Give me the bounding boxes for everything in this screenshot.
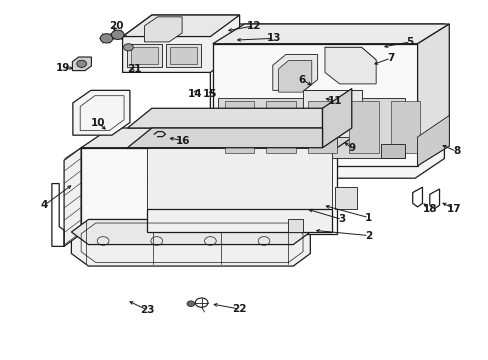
Polygon shape: [417, 116, 448, 166]
Polygon shape: [127, 128, 322, 148]
Polygon shape: [380, 144, 405, 158]
Polygon shape: [147, 209, 331, 232]
Polygon shape: [64, 148, 81, 246]
Polygon shape: [71, 220, 310, 266]
Polygon shape: [217, 98, 405, 158]
Polygon shape: [307, 101, 336, 153]
Text: 20: 20: [109, 21, 124, 31]
Polygon shape: [212, 44, 417, 166]
Text: 16: 16: [176, 136, 190, 145]
Polygon shape: [278, 60, 311, 92]
Polygon shape: [81, 128, 336, 148]
Polygon shape: [325, 47, 375, 84]
Polygon shape: [224, 101, 254, 153]
Text: 19: 19: [56, 63, 70, 73]
Polygon shape: [212, 24, 448, 44]
Text: 14: 14: [187, 89, 202, 99]
Polygon shape: [127, 108, 322, 128]
Polygon shape: [417, 24, 448, 166]
Polygon shape: [170, 47, 196, 64]
Polygon shape: [303, 90, 361, 137]
Text: 13: 13: [266, 33, 281, 43]
Polygon shape: [166, 44, 200, 67]
Polygon shape: [348, 101, 378, 153]
Polygon shape: [131, 47, 158, 64]
Text: 18: 18: [422, 204, 436, 214]
Polygon shape: [73, 90, 130, 135]
Polygon shape: [272, 54, 317, 90]
Polygon shape: [144, 17, 182, 42]
Text: 6: 6: [298, 75, 305, 85]
Text: 23: 23: [140, 305, 154, 315]
Polygon shape: [122, 15, 239, 37]
Polygon shape: [325, 47, 375, 60]
Text: 9: 9: [347, 143, 355, 153]
Circle shape: [186, 301, 194, 307]
Text: 8: 8: [452, 146, 459, 156]
Circle shape: [123, 44, 133, 51]
Text: 1: 1: [365, 213, 372, 222]
Polygon shape: [72, 57, 91, 71]
Text: 5: 5: [406, 37, 413, 47]
Text: 15: 15: [203, 89, 217, 99]
Circle shape: [100, 34, 113, 43]
Text: 7: 7: [386, 53, 394, 63]
Polygon shape: [81, 148, 336, 234]
Polygon shape: [127, 44, 161, 67]
Polygon shape: [71, 220, 310, 244]
Polygon shape: [122, 15, 239, 72]
Text: 2: 2: [365, 231, 372, 240]
Text: 21: 21: [127, 64, 142, 74]
Polygon shape: [266, 101, 295, 153]
Text: 12: 12: [246, 21, 261, 31]
Polygon shape: [334, 187, 356, 209]
Polygon shape: [322, 89, 351, 148]
Circle shape: [77, 60, 86, 67]
Text: 10: 10: [91, 118, 105, 128]
Text: 3: 3: [338, 215, 345, 224]
Polygon shape: [210, 24, 444, 178]
Text: 17: 17: [446, 204, 461, 214]
Text: 4: 4: [41, 200, 48, 210]
Text: 11: 11: [327, 96, 341, 106]
Polygon shape: [390, 101, 419, 153]
Text: 22: 22: [232, 304, 246, 314]
Polygon shape: [147, 148, 331, 209]
Circle shape: [111, 30, 124, 40]
Polygon shape: [288, 220, 303, 232]
Polygon shape: [336, 108, 366, 148]
